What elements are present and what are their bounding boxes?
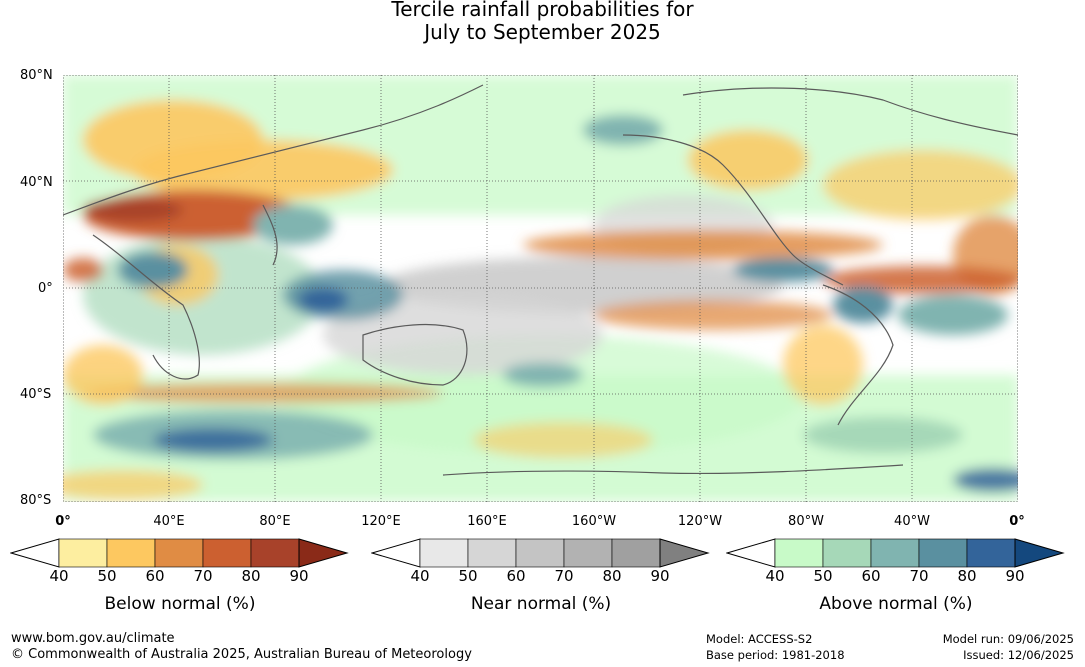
tick-80: 80: [602, 567, 622, 585]
graticule: [63, 75, 1018, 502]
footer-model-info: Model: ACCESS-S2 Base period: 1981-2018: [706, 631, 845, 663]
tick-50: 50: [97, 567, 117, 585]
tick-70: 70: [193, 567, 213, 585]
legend-bar-below-normal: [10, 538, 349, 568]
legend-bar-above-normal: [726, 538, 1065, 568]
tick-50: 50: [813, 567, 833, 585]
tick-40: 40: [410, 567, 430, 585]
lon-label-120w: 120°W: [677, 514, 723, 529]
lon-label-40e: 40°E: [153, 514, 185, 529]
lon-label-120e: 120°E: [361, 514, 401, 529]
rainfall-probability-map: [63, 75, 1018, 502]
footer-issued: Issued: 12/06/2025: [963, 648, 1074, 662]
map-canvas: [63, 75, 1018, 502]
legend-title-near-normal: Near normal (%): [470, 594, 612, 614]
probability-fields: [63, 75, 1018, 502]
lon-label-80e: 80°E: [259, 514, 291, 529]
tick-90: 90: [1005, 567, 1025, 585]
tick-50: 50: [458, 567, 478, 585]
tick-40: 40: [49, 567, 69, 585]
tick-80: 80: [957, 567, 977, 585]
lat-label-80n: 80°N: [20, 68, 53, 83]
tick-70: 70: [909, 567, 929, 585]
lon-label-0-east: 0°: [1009, 514, 1025, 529]
tick-60: 60: [861, 567, 881, 585]
lat-label-40n: 40°N: [20, 175, 53, 190]
footer-base-period: Base period: 1981-2018: [706, 648, 845, 662]
tick-80: 80: [241, 567, 261, 585]
lat-label-equator: 0°: [38, 281, 53, 296]
lon-label-80w: 80°W: [788, 514, 824, 529]
tick-90: 90: [650, 567, 670, 585]
title-line-1: Tercile rainfall probabilities for: [391, 0, 694, 21]
title-line-2: July to September 2025: [424, 20, 661, 44]
lon-label-40w: 40°W: [894, 514, 930, 529]
footer-model-run: Model run: 09/06/2025: [942, 632, 1074, 646]
footer-copyright: © Commonwealth of Australia 2025, Austra…: [11, 647, 472, 662]
lon-label-160e: 160°E: [467, 514, 507, 529]
map-title: Tercile rainfall probabilities for July …: [0, 0, 1085, 44]
footer-dates: Model run: 09/06/2025 Issued: 12/06/2025: [943, 631, 1074, 663]
legend-title-above-normal: Above normal (%): [819, 594, 973, 614]
footer-url: www.bom.gov.au/climate: [11, 631, 175, 646]
coastlines: [63, 84, 1018, 476]
legend-title-below-normal: Below normal (%): [104, 594, 256, 614]
lat-label-80s: 80°S: [20, 493, 52, 508]
footer-model: Model: ACCESS-S2: [706, 632, 813, 646]
legend-bar-near-normal: [371, 538, 710, 568]
tick-60: 60: [145, 567, 165, 585]
lon-label-160w: 160°W: [571, 514, 617, 529]
tick-60: 60: [506, 567, 526, 585]
tick-40: 40: [765, 567, 785, 585]
lon-label-0: 0°: [55, 514, 71, 529]
tick-90: 90: [289, 567, 309, 585]
footer-left: www.bom.gov.au/climate © Commonwealth of…: [11, 631, 472, 663]
lat-label-40s: 40°S: [20, 387, 52, 402]
tick-70: 70: [554, 567, 574, 585]
